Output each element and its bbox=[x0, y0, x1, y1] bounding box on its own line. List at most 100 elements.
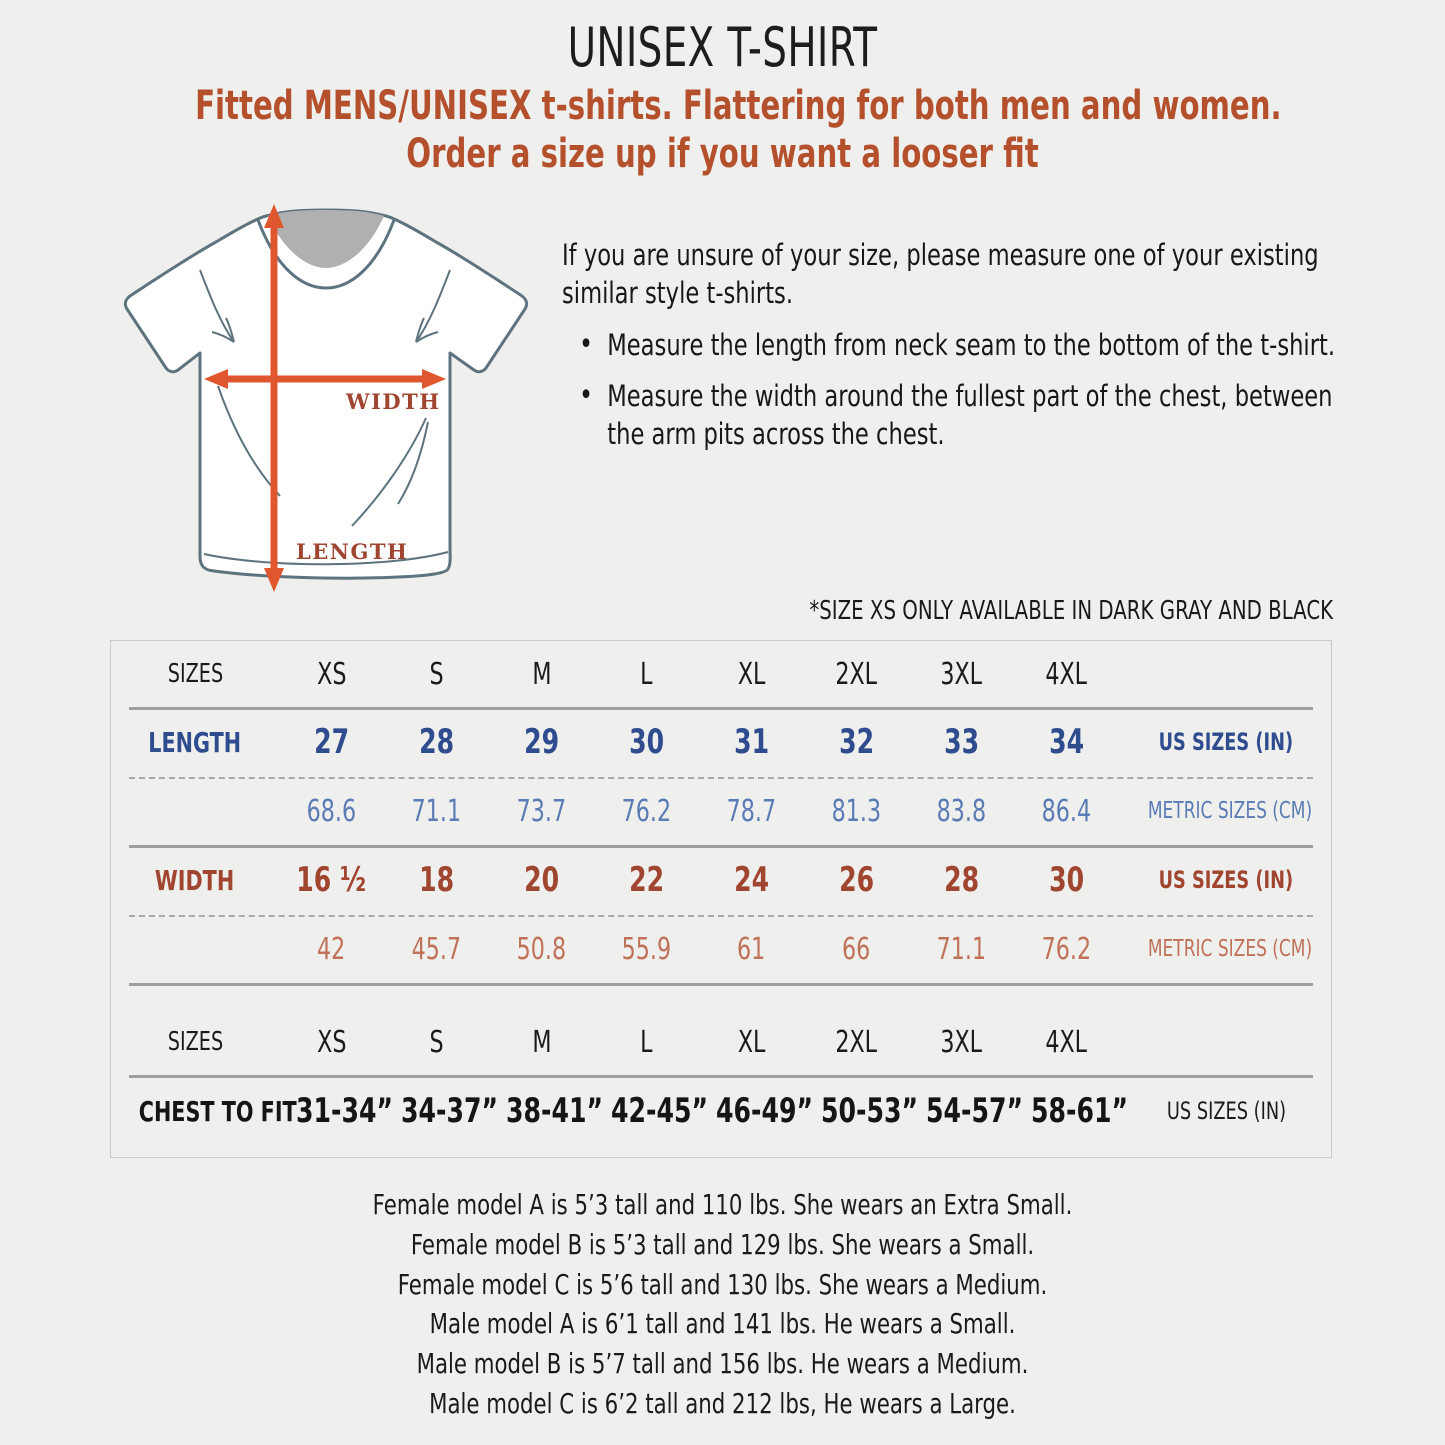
divider-under-header bbox=[129, 707, 1313, 710]
list-item: Measure the length from neck seam to the… bbox=[562, 325, 1351, 365]
unit-col-header bbox=[1119, 641, 1333, 707]
size2-col-s: S bbox=[429, 1024, 444, 1060]
length-cm-s: 71.1 bbox=[411, 793, 462, 829]
model-line: Female model B is 5’3 tall and 129 lbs. … bbox=[410, 1227, 1035, 1261]
length-in-xl: 31 bbox=[733, 722, 770, 762]
size2-col-m: M bbox=[531, 1024, 552, 1060]
instructions-intro: If you are unsure of your size, please m… bbox=[562, 238, 1319, 311]
table-row: LENGTH 27 28 29 30 31 32 33 34 US SIZES … bbox=[111, 707, 1333, 777]
width-label: WIDTH bbox=[345, 389, 441, 414]
chest-unit-us: US SIZES (IN) bbox=[1166, 1097, 1286, 1125]
length-in-3xl: 33 bbox=[943, 722, 980, 762]
chest-s: 34-37” bbox=[401, 1091, 499, 1131]
length-arrow-icon bbox=[264, 204, 284, 592]
width-in-3xl: 28 bbox=[943, 860, 980, 900]
chest-m: 38-41” bbox=[506, 1091, 604, 1131]
sizes-header-cell: SIZES bbox=[167, 659, 223, 689]
length-cm-3xl: 83.8 bbox=[936, 793, 987, 829]
measuring-instructions: If you are unsure of your size, please m… bbox=[562, 236, 1352, 468]
length-in-4xl: 34 bbox=[1048, 722, 1085, 762]
width-cm-xl: 61 bbox=[737, 931, 766, 967]
table-row: SIZES XS S M L XL 2XL 3XL 4XL bbox=[111, 1009, 1333, 1075]
sizes-header-cell-2: SIZES bbox=[167, 1027, 223, 1057]
subtitle-line-1: Fitted MENS/UNISEX t-shirts. Flattering … bbox=[195, 83, 1282, 130]
model-line: Male model C is 6’2 tall and 212 lbs, He… bbox=[429, 1386, 1016, 1420]
length-in-xs: 27 bbox=[313, 722, 350, 762]
model-info-footer: Female model A is 5’3 tall and 110 lbs. … bbox=[0, 1185, 1445, 1424]
size-col-3xl: 3XL bbox=[940, 656, 983, 692]
table-row: 68.6 71.1 73.7 76.2 78.7 81.3 83.8 86.4 … bbox=[111, 777, 1333, 845]
length-in-s: 28 bbox=[418, 722, 455, 762]
length-label: LENGTH bbox=[296, 539, 408, 564]
width-cm-l: 55.9 bbox=[621, 931, 672, 967]
width-in-4xl: 30 bbox=[1048, 860, 1085, 900]
width-cm-3xl: 71.1 bbox=[936, 931, 987, 967]
row-label-width: WIDTH bbox=[155, 863, 235, 897]
width-in-s: 18 bbox=[418, 860, 455, 900]
width-cm-xs: 42 bbox=[317, 931, 346, 967]
xs-availability-note: *SIZE XS ONLY AVAILABLE IN DARK GRAY AND… bbox=[809, 596, 1333, 626]
length-in-2xl: 32 bbox=[838, 722, 875, 762]
unit-col-header-2 bbox=[1119, 1009, 1333, 1075]
width-cm-s: 45.7 bbox=[411, 931, 462, 967]
model-line: Female model A is 5’3 tall and 110 lbs. … bbox=[372, 1188, 1073, 1221]
length-unit-us: US SIZES (IN) bbox=[1158, 728, 1294, 756]
tshirt-diagram: WIDTH LENGTH bbox=[108, 196, 548, 606]
width-arrow-icon bbox=[204, 369, 446, 389]
model-line: Female model C is 5’6 tall and 130 lbs. … bbox=[397, 1267, 1048, 1301]
size-col-2xl: 2XL bbox=[835, 656, 878, 692]
chest-xs: 31-34” bbox=[296, 1091, 394, 1131]
table-row: WIDTH 16 ½ 18 20 22 24 26 28 30 US SIZES… bbox=[111, 845, 1333, 915]
divider-length-dashed bbox=[129, 777, 1313, 779]
row-label-width-metric bbox=[111, 915, 279, 983]
table-row-spacer bbox=[111, 983, 1333, 1009]
size-col-s: S bbox=[429, 656, 444, 692]
chest-xl: 46-49” bbox=[716, 1091, 814, 1131]
size2-col-l: L bbox=[640, 1024, 653, 1060]
row-label-length: LENGTH bbox=[148, 725, 242, 759]
length-in-m: 29 bbox=[523, 722, 560, 762]
size-col-xs: XS bbox=[316, 656, 347, 692]
table-row: 42 45.7 50.8 55.9 61 66 71.1 76.2 METRIC… bbox=[111, 915, 1333, 983]
width-cm-2xl: 66 bbox=[842, 931, 871, 967]
width-in-xl: 24 bbox=[733, 860, 770, 900]
length-cm-m: 73.7 bbox=[516, 793, 567, 829]
chest-l: 42-45” bbox=[611, 1091, 709, 1131]
tshirt-icon bbox=[123, 208, 529, 580]
width-cm-m: 50.8 bbox=[516, 931, 567, 967]
size-col-xl: XL bbox=[737, 656, 766, 692]
row-label-length-metric bbox=[111, 777, 279, 845]
width-unit-us: US SIZES (IN) bbox=[1158, 866, 1294, 894]
width-in-xs: 16 ½ bbox=[296, 860, 367, 900]
length-cm-xs: 68.6 bbox=[306, 793, 357, 829]
width-in-m: 20 bbox=[523, 860, 560, 900]
length-cm-l: 76.2 bbox=[621, 793, 672, 829]
model-line: Male model B is 5’7 tall and 156 lbs. He… bbox=[416, 1347, 1029, 1380]
size2-col-xl: XL bbox=[737, 1024, 766, 1060]
width-unit-metric: METRIC SIZES (CM) bbox=[1147, 936, 1313, 962]
divider-length-width bbox=[129, 845, 1313, 848]
table-row: SIZES XS S M L XL 2XL 3XL 4XL bbox=[111, 641, 1333, 707]
size2-col-3xl: 3XL bbox=[940, 1024, 983, 1060]
width-cm-4xl: 76.2 bbox=[1041, 931, 1092, 967]
size2-col-2xl: 2XL bbox=[835, 1024, 878, 1060]
model-line: Male model A is 6’1 tall and 141 lbs. He… bbox=[429, 1307, 1016, 1341]
subtitle-line-2: Order a size up if you want a looser fit bbox=[406, 130, 1039, 177]
table-row: CHEST TO FIT 31-34” 34-37” 38-41” 42-45”… bbox=[111, 1075, 1333, 1147]
chest-3xl: 54-57” bbox=[926, 1091, 1024, 1131]
divider-under-second-header bbox=[129, 1075, 1313, 1078]
divider-above-chest-section bbox=[129, 983, 1313, 986]
width-in-2xl: 26 bbox=[838, 860, 875, 900]
length-cm-4xl: 86.4 bbox=[1041, 793, 1092, 829]
size2-col-xs: XS bbox=[316, 1024, 347, 1060]
length-in-l: 30 bbox=[628, 722, 665, 762]
chest-4xl: 58-61” bbox=[1031, 1091, 1129, 1131]
instructions-bullet-list: Measure the length from neck seam to the… bbox=[562, 325, 1351, 454]
size-col-m: M bbox=[531, 656, 552, 692]
size2-col-4xl: 4XL bbox=[1045, 1024, 1088, 1060]
list-item: Measure the width around the fullest par… bbox=[562, 376, 1351, 453]
length-cm-2xl: 81.3 bbox=[831, 793, 882, 829]
divider-width-dashed bbox=[129, 915, 1313, 917]
page-title: UNISEX T-SHIRT bbox=[567, 16, 878, 79]
